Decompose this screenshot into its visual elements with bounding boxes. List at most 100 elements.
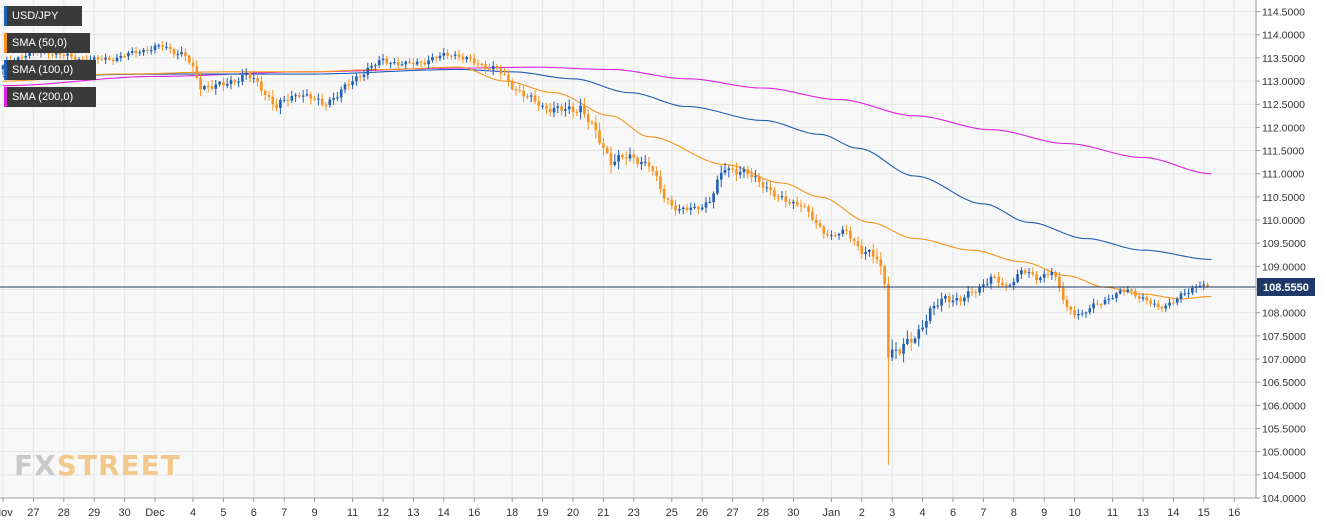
x-tick-label: 30 xyxy=(118,507,130,519)
candle-body xyxy=(328,99,332,106)
x-tick-label: 7 xyxy=(980,507,986,519)
candle-body xyxy=(602,143,605,148)
candle-body xyxy=(928,308,932,322)
x-tick-label: 21 xyxy=(597,507,609,519)
candle-body xyxy=(746,169,750,175)
legend-sma50: SMA (50,0) xyxy=(4,33,90,53)
x-tick-label: 9 xyxy=(312,507,318,519)
candle-body xyxy=(708,202,712,204)
candle-body xyxy=(735,169,738,175)
candle-body xyxy=(799,205,803,207)
candle-body xyxy=(1080,313,1084,315)
candle-body xyxy=(225,83,229,86)
candle-body xyxy=(902,343,905,354)
candle-body xyxy=(556,106,560,108)
candle-body xyxy=(355,76,358,82)
candle-body xyxy=(176,54,180,56)
candle-body xyxy=(184,52,187,56)
candle-body xyxy=(191,62,195,67)
candle-body xyxy=(826,233,829,236)
candle-body xyxy=(237,81,240,83)
candle-body xyxy=(1092,303,1095,309)
candle-body xyxy=(1156,303,1160,307)
candle-body xyxy=(617,154,620,162)
candle-body xyxy=(507,74,510,81)
candles xyxy=(1,41,1209,465)
candle-body xyxy=(761,182,765,188)
x-tick-label: 7 xyxy=(281,507,287,519)
candle-body xyxy=(472,58,476,64)
legend-symbol: USD/JPY xyxy=(4,6,82,26)
y-tick-label: 109.0000 xyxy=(1262,261,1306,273)
candle-body xyxy=(731,168,734,170)
x-tick-label: 28 xyxy=(757,507,769,519)
candle-body xyxy=(199,77,202,90)
x-tick-label: 8 xyxy=(1011,507,1017,519)
x-tick-label: 13 xyxy=(1137,507,1149,519)
candle-body xyxy=(415,61,419,65)
candle-body xyxy=(461,56,465,60)
candle-body xyxy=(784,196,788,202)
candle-body xyxy=(982,284,985,287)
candle-body xyxy=(640,161,643,164)
candle-body xyxy=(624,157,628,159)
candle-body xyxy=(670,199,674,206)
x-tick-label: 18 xyxy=(506,507,518,519)
candle-body xyxy=(320,98,324,105)
candle-body xyxy=(852,238,856,242)
y-tick-label: 113.5000 xyxy=(1262,53,1305,65)
current-price-tag: 108.5550 xyxy=(1257,277,1315,296)
candle-body xyxy=(913,338,917,343)
candle-body xyxy=(453,54,457,56)
candle-body xyxy=(909,338,913,343)
candle-body xyxy=(1122,290,1126,292)
candle-body xyxy=(165,46,168,48)
candle-body xyxy=(142,49,145,53)
candle-body xyxy=(203,86,206,90)
candle-body xyxy=(548,108,552,113)
y-tick-label: 105.5000 xyxy=(1262,424,1306,436)
x-tick-label: 13 xyxy=(407,507,419,519)
candle-body xyxy=(123,55,126,57)
x-tick-label: 28 xyxy=(58,507,70,519)
candle-body xyxy=(271,96,275,105)
legend-sma50-swatch xyxy=(4,33,7,53)
candle-body xyxy=(1198,285,1202,287)
candle-body xyxy=(442,53,446,56)
price-tag-label: 108.5550 xyxy=(1263,282,1309,294)
candle-body xyxy=(917,329,921,339)
candle-body xyxy=(1016,274,1019,282)
x-axis-labels: Nov27282930Dec45679111213141618192021232… xyxy=(0,498,1240,519)
candle-body xyxy=(833,235,837,237)
candle-body xyxy=(1054,271,1057,277)
x-tick-label: Jan xyxy=(823,507,841,519)
candle-body xyxy=(1183,293,1187,295)
sma-lines xyxy=(2,66,1212,300)
y-tick-label: 107.5000 xyxy=(1262,331,1306,343)
candle-body xyxy=(1206,284,1209,287)
candle-body xyxy=(423,62,427,65)
candle-body xyxy=(586,114,590,123)
candle-body xyxy=(153,45,157,51)
candle-body xyxy=(450,55,453,57)
candle-body xyxy=(1008,285,1012,287)
candle-body xyxy=(488,68,491,70)
legend-symbol-label: USD/JPY xyxy=(12,10,59,22)
candle-body xyxy=(206,86,210,88)
candle-body xyxy=(605,147,609,154)
candle-body xyxy=(1175,298,1179,303)
plot-background xyxy=(0,0,1256,498)
x-tick-label: 19 xyxy=(536,507,548,519)
x-tick-label: 3 xyxy=(889,507,895,519)
candle-body xyxy=(138,52,142,54)
candle-body xyxy=(738,172,742,175)
candle-body xyxy=(970,291,974,293)
candle-body xyxy=(374,65,377,67)
candle-body xyxy=(260,81,263,92)
y-tick-label: 107.0000 xyxy=(1262,354,1306,366)
candle-body xyxy=(469,57,472,59)
x-tick-label: 29 xyxy=(88,507,100,519)
candle-body xyxy=(678,209,681,211)
candle-body xyxy=(925,321,928,328)
candle-body xyxy=(127,52,130,57)
